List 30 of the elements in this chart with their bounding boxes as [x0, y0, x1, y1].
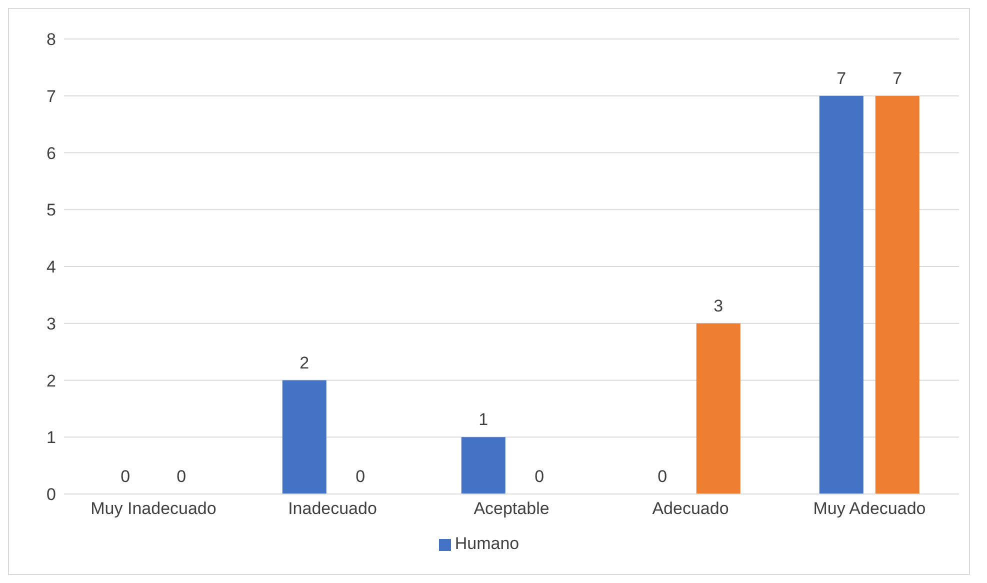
y-tick-label: 2 [46, 371, 56, 390]
data-label: 1 [478, 410, 488, 430]
y-tick-label: 7 [46, 86, 56, 106]
y-tick-label: 6 [46, 144, 56, 163]
x-tick-label: Muy Inadecuado [90, 499, 216, 518]
data-label: 2 [300, 353, 310, 372]
bar [461, 437, 506, 494]
bar [282, 380, 326, 494]
data-label: 0 [658, 467, 668, 486]
y-tick-label: 0 [46, 485, 56, 504]
data-label: 7 [836, 68, 846, 88]
data-label: 0 [120, 467, 130, 486]
x-tick-label: Adecuado [652, 499, 729, 518]
data-label: 0 [534, 467, 544, 486]
data-label: 0 [356, 467, 366, 486]
y-tick-label: 3 [46, 314, 56, 334]
legend-label: Humano [454, 534, 520, 553]
y-tick-label: 4 [46, 258, 56, 277]
data-label: 7 [892, 68, 902, 88]
x-tick-label: Muy Adecuado [813, 499, 926, 518]
data-label: 0 [176, 467, 186, 486]
data-label: 3 [714, 296, 724, 316]
bar [819, 96, 864, 494]
x-tick-label: Inadecuado [288, 499, 377, 518]
y-tick-label: 5 [46, 200, 56, 220]
x-tick-label: Aceptable [474, 499, 550, 518]
y-tick-label: 8 [46, 30, 56, 50]
y-tick-label: 1 [46, 428, 56, 448]
bar [875, 96, 920, 494]
bar [696, 323, 740, 494]
